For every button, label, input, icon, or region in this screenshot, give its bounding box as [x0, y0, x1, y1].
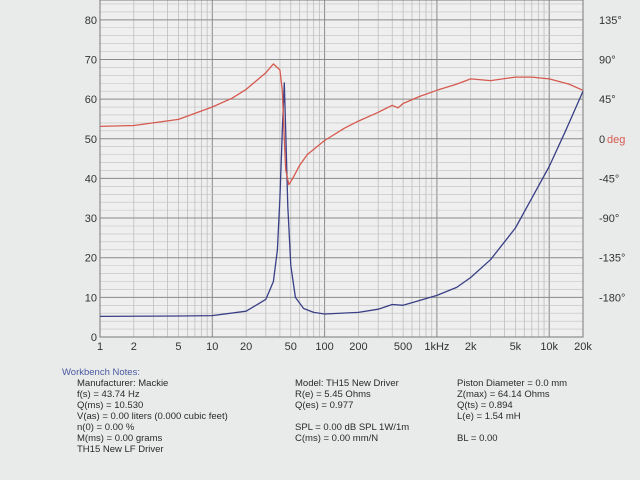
y-tick-label: 50 [85, 134, 97, 146]
note-line: f(s) = 43.74 Hz [77, 389, 140, 400]
x-tick-label: 5k [510, 341, 522, 353]
note-line: Z(max) = 64.14 Ohms [457, 389, 550, 400]
note-line: Manufacturer: Mackie [77, 378, 169, 389]
x-tick-label: 200 [349, 341, 367, 353]
y2-tick-label: 90° [599, 54, 616, 66]
x-tick-label: 20k [574, 341, 592, 353]
note-line: R(e) = 5.45 Ohms [295, 389, 371, 400]
x-tick-label: 1 [97, 341, 103, 353]
x-tick-label: 1kHz [424, 341, 449, 353]
y-tick-label: 70 [85, 54, 97, 66]
note-line: BL = 0.00 [457, 433, 498, 444]
y-tick-label: 20 [85, 253, 97, 265]
y-tick-label: 80 [85, 15, 97, 27]
note-line [457, 422, 567, 433]
note-line: Piston Diameter = 0.0 mm [457, 378, 568, 389]
y2-tick-label: 45° [599, 94, 616, 106]
tick-labels: 0 10 20 30 40 50 60 70 80 1 2 5 10 20 50 100 200 500 1kHz 2… [85, 15, 626, 353]
notes-column-1: Manufacturer: Mackie f(s) = 43.74 Hz Q(ms)… [77, 378, 228, 455]
y2-tick-label: -180° [599, 292, 625, 304]
x-tick-label: 50 [285, 341, 297, 353]
y2-tick-label: -45° [599, 173, 619, 185]
y-tick-label: 30 [85, 213, 97, 225]
note-line: SPL = 0.00 dB SPL 1W/1m [295, 422, 410, 433]
x-tick-label: 10k [540, 341, 558, 353]
notes-heading: Workbench Notes: [62, 367, 140, 378]
note-line: Q(es) = 0.977 [295, 400, 354, 411]
x-tick-label: 5 [175, 341, 181, 353]
y2-tick-label: 0 [599, 134, 605, 146]
x-tick-label: 100 [315, 341, 333, 353]
series-line-1 [99, 63, 584, 186]
y-tick-label: 0 [91, 332, 97, 344]
note-line: V(as) = 0.00 liters (0.000 cubic feet) [77, 411, 228, 422]
x-tick-label: 2k [465, 341, 477, 353]
note-line: M(ms) = 0.00 grams [77, 433, 163, 444]
note-line: Q(ms) = 10.530 [77, 400, 144, 411]
series-line-0 [99, 82, 584, 318]
plot-border [99, 0, 584, 338]
note-line: C(ms) = 0.00 mm/N [295, 433, 379, 444]
series-layer [99, 63, 584, 318]
grid [99, 0, 584, 338]
y-tick-label: 60 [85, 94, 97, 106]
note-line [295, 411, 409, 422]
y-tick-label: 40 [85, 173, 97, 185]
y-tick-label: 10 [85, 292, 97, 304]
y2-tick-label: 135° [599, 15, 622, 27]
x-tick-label: 500 [394, 341, 412, 353]
note-line: TH15 New LF Driver [77, 444, 164, 455]
note-line: Model: TH15 New Driver [295, 378, 399, 389]
note-line: n(0) = 0.00 % [77, 422, 135, 433]
y2-tick-label: -90° [599, 213, 619, 225]
y2-axis-label: deg [607, 134, 625, 146]
notes-column-2: Model: TH15 New Driver R(e) = 5.45 Ohms Q(… [295, 378, 409, 444]
plot-background [100, 0, 583, 337]
x-tick-label: 20 [240, 341, 252, 353]
note-line: L(e) = 1.54 mH [457, 411, 521, 422]
x-tick-label: 2 [131, 341, 137, 353]
x-tick-label: 10 [206, 341, 218, 353]
notes-column-3: Piston Diameter = 0.0 mm Z(max) = 64.14 O… [457, 378, 567, 444]
y2-tick-label: -135° [599, 253, 625, 265]
note-line: Q(ts) = 0.894 [457, 400, 513, 411]
